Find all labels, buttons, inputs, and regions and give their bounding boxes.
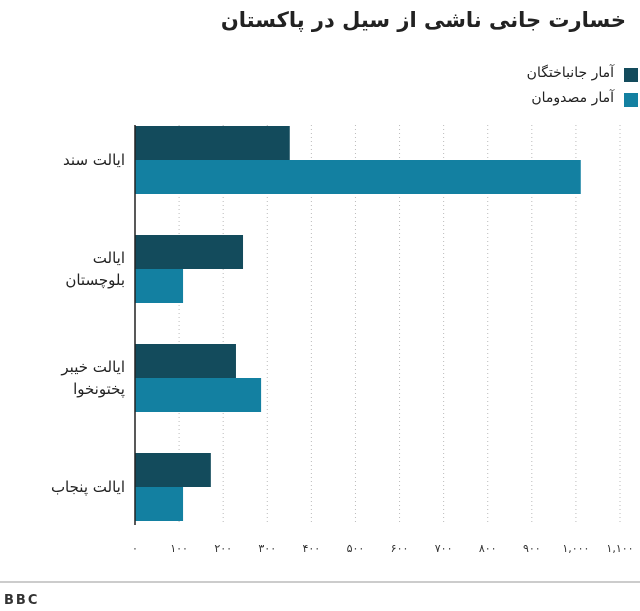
chart-title: خسارت جانی ناشی از سیل در پاکستان (220, 8, 626, 32)
x-tick-label: ۲۰۰ (214, 542, 232, 555)
x-tick-label: ۱,۱۰۰ (606, 542, 633, 555)
bar (135, 269, 184, 303)
bar (135, 378, 262, 412)
legend-label: آمار جانباختگان (526, 65, 614, 81)
x-tick-label: ۱۰۰ (170, 542, 188, 555)
bar (135, 344, 236, 378)
x-tick-label: ۳۰۰ (258, 542, 276, 555)
x-tick-label: ۹۰۰ (523, 542, 541, 555)
legend-swatch (624, 93, 638, 107)
legend-label: آمار مصدومان (531, 90, 614, 106)
x-tick-label: ۸۰۰ (479, 542, 497, 555)
source: BBC (4, 593, 39, 608)
x-tick-label: ۵۰۰ (347, 542, 365, 555)
y-tick-label: ایالت پنجاب (50, 478, 125, 496)
x-tick-label: ۴۰۰ (302, 542, 320, 555)
y-tick-label: ایالت بلوچستان (65, 249, 125, 289)
bar (135, 126, 290, 160)
y-tick-label: ایالت خیبر پختونخوا (61, 358, 125, 398)
x-tick-label: ۰ (132, 542, 138, 555)
bar (135, 453, 211, 487)
y-tick-label: ایالت سند (63, 151, 125, 169)
x-tick-label: ۱,۰۰۰ (562, 542, 589, 555)
legend-swatch (624, 68, 638, 82)
bar (135, 160, 581, 194)
x-tick-label: ۶۰۰ (391, 542, 409, 555)
x-tick-label: ۷۰۰ (435, 542, 453, 555)
bar (135, 487, 184, 521)
bar (135, 235, 244, 269)
